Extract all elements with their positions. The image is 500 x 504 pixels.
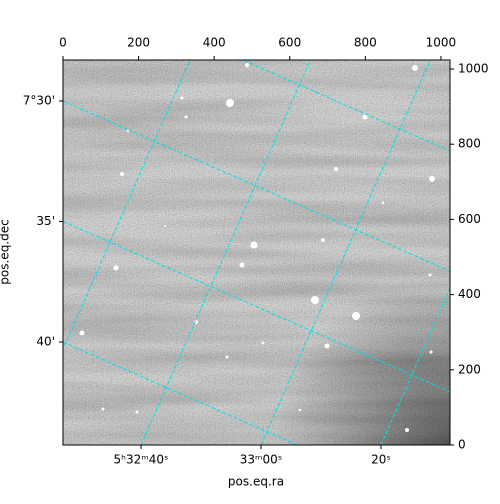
- star: [225, 355, 229, 359]
- star: [412, 65, 418, 71]
- grid-line: [241, 60, 450, 152]
- star: [261, 341, 265, 345]
- dec-tick-label: 40': [36, 335, 55, 349]
- star: [298, 408, 302, 412]
- y-tick-label: 600: [458, 212, 481, 226]
- star: [334, 167, 338, 171]
- dec-tick-label: 7°30': [23, 94, 55, 108]
- x-tick-label: 400: [203, 36, 226, 50]
- star: [324, 343, 330, 349]
- dec-grid-line: [63, 100, 450, 272]
- star: [311, 296, 319, 304]
- y-axis-title: pos.eq.dec: [0, 219, 12, 284]
- ra-tick-label: 33ᵐ00ˢ: [240, 453, 283, 467]
- dec-tick-label: 35': [36, 214, 55, 228]
- star: [113, 265, 119, 271]
- star: [79, 330, 85, 336]
- star: [429, 176, 435, 182]
- grid-line: [63, 60, 191, 351]
- ra-tick-label: 5ʰ32ᵐ40ˢ: [114, 453, 169, 467]
- ra-grid-line: [260, 60, 431, 445]
- star: [101, 407, 105, 411]
- star: [180, 96, 184, 100]
- star: [429, 350, 433, 354]
- star: [226, 99, 234, 107]
- y-tick-label: 400: [458, 287, 481, 301]
- star: [239, 262, 245, 268]
- star: [135, 410, 139, 414]
- star: [245, 63, 249, 67]
- star: [362, 114, 368, 120]
- ra-grid-line: [140, 60, 311, 445]
- star: [184, 115, 188, 119]
- star: [405, 428, 409, 432]
- dec-grid-line: [63, 341, 299, 445]
- star: [250, 241, 258, 249]
- y-tick-label: 800: [458, 137, 481, 151]
- x-tick-label: 200: [127, 36, 150, 50]
- plot-frame: [62, 59, 451, 446]
- star: [381, 201, 385, 205]
- x-tick-label: 800: [354, 36, 377, 50]
- x-tick-label: 1000: [426, 36, 457, 50]
- star: [120, 172, 124, 176]
- y-tick-label: 200: [458, 362, 481, 376]
- y-tick-label: 1000: [458, 62, 489, 76]
- x-tick-label: 600: [278, 36, 301, 50]
- dec-grid-line: [63, 221, 450, 393]
- ra-tick-label: 20ˢ: [371, 453, 391, 467]
- x-tick-label: 0: [59, 36, 67, 50]
- grid: [63, 60, 450, 445]
- star: [321, 238, 325, 242]
- star: [126, 129, 130, 133]
- x-axis-title: pos.eq.ra: [228, 475, 284, 489]
- star: [428, 273, 432, 277]
- sky-image: [63, 60, 450, 445]
- star: [352, 312, 360, 320]
- star: [164, 225, 166, 227]
- y-tick-label: 0: [458, 438, 466, 452]
